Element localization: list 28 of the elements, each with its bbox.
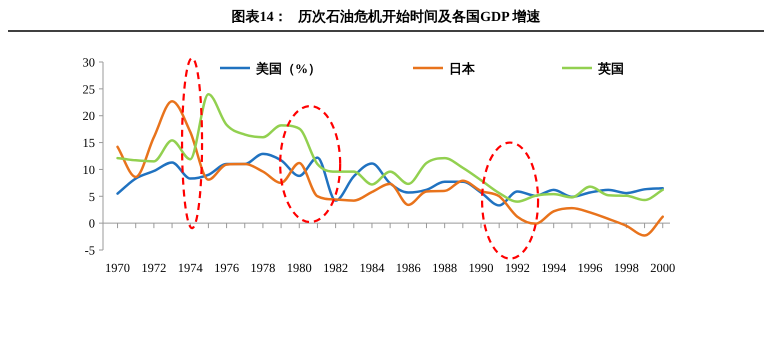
y-tick-label: 25 — [82, 82, 95, 96]
chart-title: 图表14： 历次石油危机开始时间及各国GDP 增速 — [232, 9, 542, 25]
y-tick-label: 10 — [82, 162, 95, 177]
y-tick-label: 20 — [82, 109, 95, 124]
x-tick-label: 1974 — [178, 261, 204, 275]
x-tick-label: 1994 — [541, 261, 567, 275]
x-tick-label: 1996 — [578, 261, 603, 275]
x-tick-label: 1992 — [504, 261, 530, 275]
x-tick-label: 1976 — [214, 261, 240, 275]
legend-label: 英国 — [597, 61, 624, 76]
y-tick-label: 30 — [82, 56, 95, 70]
x-tick-label: 1982 — [323, 261, 348, 275]
legend-label: 日本 — [449, 61, 476, 76]
x-tick-label: 1972 — [141, 261, 166, 275]
x-tick-label: 1998 — [614, 261, 639, 275]
y-tick-label: 0 — [88, 216, 95, 231]
x-tick-label: 1990 — [468, 261, 494, 275]
x-tick-label: 2000 — [650, 261, 676, 275]
x-tick-label: 1986 — [396, 261, 421, 275]
x-tick-label: 1970 — [105, 261, 130, 275]
y-tick-label: -5 — [84, 244, 95, 258]
x-tick-label: 1978 — [250, 261, 276, 275]
y-tick-label: 5 — [88, 190, 95, 204]
x-tick-label: 1984 — [359, 261, 386, 275]
x-tick-label: 1980 — [286, 261, 312, 275]
y-tick-label: 15 — [82, 136, 95, 150]
legend-label: 美国（%） — [255, 61, 321, 76]
x-tick-label: 1988 — [432, 261, 458, 275]
